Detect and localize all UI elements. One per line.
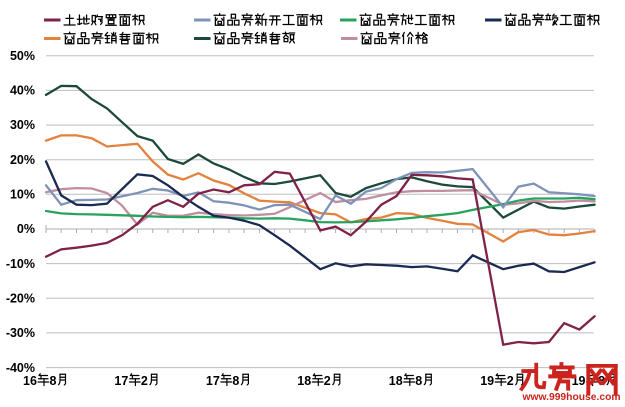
svg-text:40%: 40% (10, 84, 35, 98)
svg-text:-40%: -40% (6, 361, 35, 375)
svg-text:17: 17 (114, 374, 128, 388)
svg-text:8: 8 (232, 374, 239, 388)
svg-text:-30%: -30% (6, 326, 35, 340)
svg-text:8: 8 (598, 374, 605, 388)
svg-text:18: 18 (297, 374, 311, 388)
svg-text:-10%: -10% (6, 257, 35, 271)
svg-text:50%: 50% (10, 49, 35, 63)
svg-text:www.999house.com: www.999house.com (521, 392, 620, 403)
svg-text:0%: 0% (17, 222, 35, 236)
svg-text:30%: 30% (10, 118, 35, 132)
svg-text:18: 18 (389, 374, 403, 388)
svg-text:2: 2 (324, 374, 331, 388)
svg-text:19: 19 (480, 374, 494, 388)
svg-text:2: 2 (507, 374, 514, 388)
svg-text:10%: 10% (10, 188, 35, 202)
svg-text:17: 17 (206, 374, 220, 388)
svg-text:2: 2 (141, 374, 148, 388)
svg-text:-20%: -20% (6, 292, 35, 306)
svg-text:8: 8 (50, 374, 57, 388)
svg-text:8: 8 (415, 374, 422, 388)
svg-text:20%: 20% (10, 153, 35, 167)
svg-text:16: 16 (23, 374, 37, 388)
